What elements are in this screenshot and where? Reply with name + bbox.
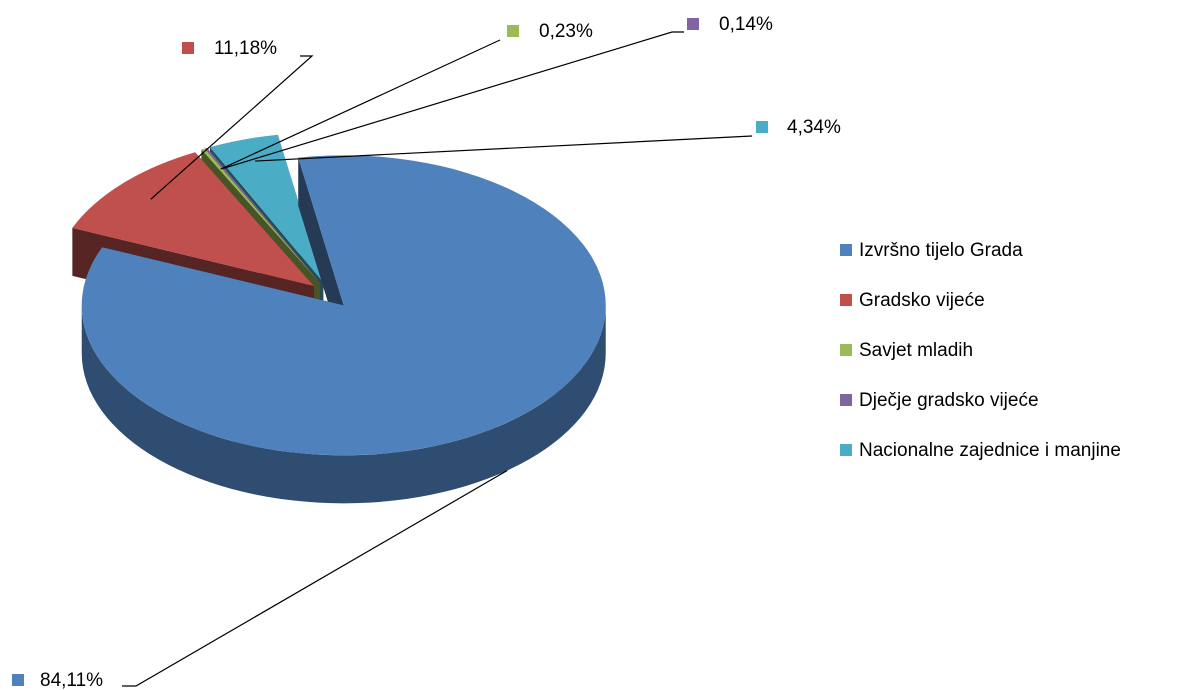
- data-label: 4,34%: [787, 117, 841, 138]
- legend-swatch: [840, 294, 852, 306]
- slice-top: [81, 155, 606, 456]
- slice: [81, 155, 606, 504]
- leader-line: [223, 31, 684, 169]
- legend-label: Savjet mladih: [859, 340, 973, 361]
- label-swatch: [687, 18, 699, 30]
- label-swatch: [756, 121, 768, 133]
- label-swatch: [182, 42, 194, 54]
- label-swatch: [507, 25, 519, 37]
- slice-top: [209, 134, 324, 283]
- slice-side: [81, 305, 606, 504]
- legend-label: Izvršno tijelo Grada: [859, 240, 1023, 261]
- data-label: 0,23%: [539, 21, 593, 42]
- legend-swatch: [840, 394, 852, 406]
- legend-label: Nacionalne zajednice i manjine: [859, 440, 1121, 461]
- legend-swatch: [840, 244, 852, 256]
- leader-line: [220, 39, 501, 170]
- legend-label: Dječje gradsko vijeće: [859, 390, 1039, 411]
- leader-line: [150, 55, 314, 200]
- leader-line: [122, 470, 508, 687]
- leader-line: [255, 135, 753, 162]
- label-swatch: [12, 674, 24, 686]
- data-label: 0,14%: [719, 14, 773, 35]
- slice-top: [72, 152, 314, 287]
- legend-swatch: [840, 344, 852, 356]
- slice-top: [205, 147, 321, 284]
- legend-swatch: [840, 444, 852, 456]
- data-label: 11,18%: [214, 38, 277, 59]
- slice-top: [201, 148, 321, 284]
- data-label: 84,11%: [40, 670, 103, 690]
- legend-label: Gradsko vijeće: [859, 290, 985, 311]
